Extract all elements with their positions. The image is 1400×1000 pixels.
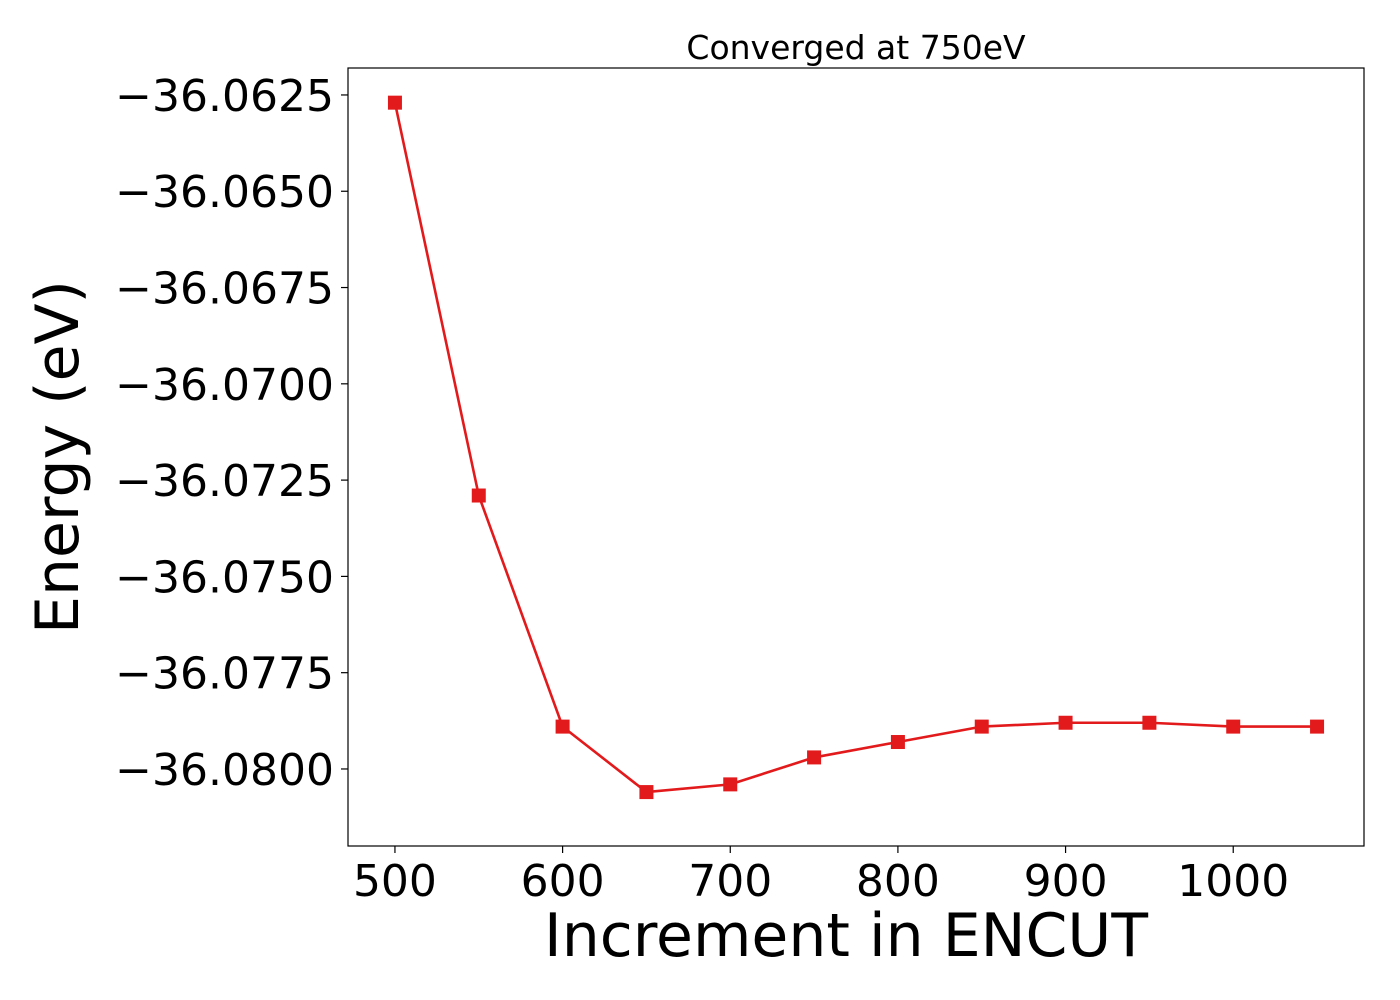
data-point bbox=[471, 488, 486, 503]
y-tick-label: −36.0625 bbox=[115, 71, 334, 122]
data-point bbox=[1142, 715, 1157, 730]
x-axis-title: Increment in ENCUT bbox=[544, 901, 1148, 971]
data-point bbox=[807, 750, 822, 765]
x-tick-label: 1000 bbox=[1177, 856, 1289, 907]
x-tick-label: 800 bbox=[856, 856, 940, 907]
data-point bbox=[723, 777, 738, 792]
data-point bbox=[387, 95, 402, 110]
data-point bbox=[1310, 719, 1325, 734]
y-axis: −36.0625 −36.0650 −36.0675 −36.0700 −36.0725… bbox=[115, 71, 348, 796]
x-tick-label: 700 bbox=[688, 856, 772, 907]
data-point bbox=[1058, 715, 1073, 730]
x-tick-label: 900 bbox=[1024, 856, 1108, 907]
chart-title: Converged at 750eV bbox=[686, 28, 1026, 67]
data-point bbox=[555, 719, 570, 734]
y-tick-label: −36.0675 bbox=[115, 264, 334, 315]
y-axis-title: Energy (eV) bbox=[23, 280, 93, 634]
y-tick-label: −36.0700 bbox=[115, 360, 334, 411]
y-tick-label: −36.0775 bbox=[115, 649, 334, 700]
data-point bbox=[974, 719, 989, 734]
y-tick-label: −36.0650 bbox=[115, 167, 334, 218]
data-point bbox=[890, 735, 905, 750]
x-axis: 500 600 700 800 900 1000 bbox=[353, 846, 1289, 907]
x-tick-label: 600 bbox=[521, 856, 605, 907]
y-tick-label: −36.0725 bbox=[115, 456, 334, 507]
x-tick-label: 500 bbox=[353, 856, 437, 907]
data-point bbox=[639, 785, 654, 800]
y-tick-label: −36.0800 bbox=[115, 745, 334, 796]
plot-area-frame bbox=[347, 67, 1365, 847]
y-tick-label: −36.0750 bbox=[115, 552, 334, 603]
series-line bbox=[393, 102, 1318, 794]
data-point bbox=[1226, 719, 1241, 734]
series-layer bbox=[387, 95, 1325, 800]
